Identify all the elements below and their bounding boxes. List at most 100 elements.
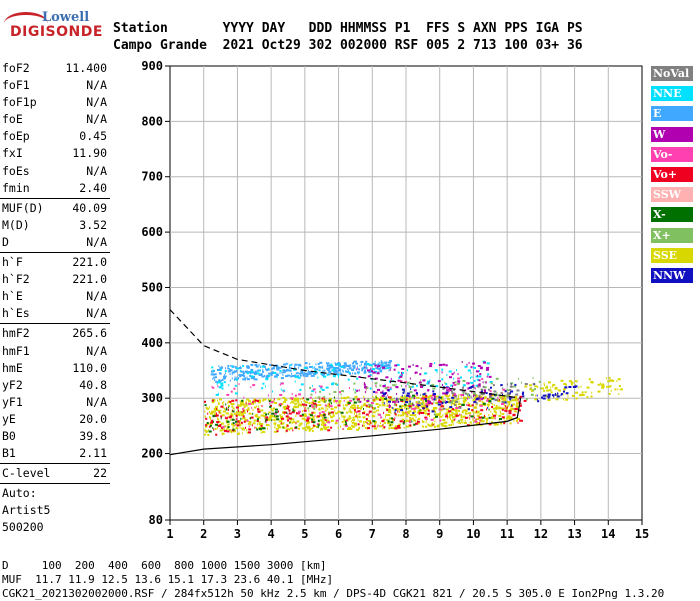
param-separator bbox=[0, 197, 110, 199]
echo-point bbox=[298, 366, 299, 369]
echo-point bbox=[366, 421, 368, 424]
echo-point bbox=[461, 411, 464, 413]
echo-point bbox=[224, 407, 225, 410]
echo-point bbox=[460, 418, 464, 421]
echo-point bbox=[250, 402, 254, 405]
echo-point bbox=[434, 413, 436, 416]
echo-point bbox=[492, 413, 493, 415]
echo-point bbox=[461, 361, 463, 363]
echo-point bbox=[389, 398, 391, 401]
echo-point bbox=[411, 385, 414, 388]
echo-point bbox=[445, 415, 448, 418]
echo-point bbox=[388, 396, 390, 399]
echo-point bbox=[601, 383, 605, 386]
echo-point bbox=[315, 368, 319, 371]
echo-point bbox=[389, 424, 391, 427]
echo-point bbox=[437, 401, 440, 403]
echo-point bbox=[247, 422, 251, 425]
echo-point bbox=[239, 426, 241, 429]
echo-point bbox=[530, 393, 534, 396]
echo-point bbox=[439, 412, 442, 415]
echo-point bbox=[349, 372, 351, 375]
echo-point bbox=[348, 407, 350, 410]
echo-point bbox=[496, 392, 498, 395]
echo-point bbox=[276, 376, 278, 379]
echo-point bbox=[487, 406, 489, 409]
echo-point bbox=[375, 364, 379, 367]
echo-point bbox=[314, 373, 317, 376]
echo-point bbox=[429, 415, 430, 418]
echo-point bbox=[340, 411, 344, 414]
echo-point bbox=[475, 418, 477, 421]
echo-point bbox=[398, 400, 400, 403]
echo-point bbox=[450, 418, 451, 420]
echo-point bbox=[311, 402, 314, 405]
echo-point bbox=[459, 413, 461, 416]
echo-point bbox=[445, 386, 449, 389]
echo-point bbox=[325, 400, 327, 402]
echo-point bbox=[299, 388, 302, 391]
echo-point bbox=[523, 399, 527, 402]
echo-point bbox=[456, 382, 460, 385]
echo-point bbox=[386, 419, 389, 422]
echo-point bbox=[361, 405, 363, 408]
echo-point bbox=[460, 416, 463, 419]
echo-point bbox=[261, 427, 264, 430]
echo-point bbox=[242, 378, 245, 381]
echo-point bbox=[430, 396, 433, 399]
echo-point bbox=[365, 404, 368, 407]
echo-point bbox=[462, 390, 466, 393]
echo-point bbox=[483, 393, 485, 396]
echo-point bbox=[430, 418, 434, 421]
echo-point bbox=[248, 428, 252, 431]
echo-point bbox=[300, 424, 302, 427]
echo-point bbox=[366, 387, 369, 390]
echo-point bbox=[308, 417, 312, 420]
echo-point bbox=[490, 410, 492, 413]
echo-point bbox=[315, 396, 317, 399]
echo-point bbox=[480, 393, 484, 395]
echo-point bbox=[320, 423, 322, 426]
echo-point bbox=[334, 396, 335, 399]
x-tick-label: 8 bbox=[402, 527, 409, 541]
echo-point bbox=[220, 384, 224, 387]
echo-point bbox=[388, 361, 392, 364]
echo-point bbox=[477, 385, 480, 388]
echo-point bbox=[438, 399, 441, 402]
echo-point bbox=[216, 382, 218, 385]
param-value: N/A bbox=[86, 95, 107, 110]
echo-point bbox=[390, 427, 393, 430]
echo-point bbox=[388, 403, 390, 406]
echo-point bbox=[410, 407, 412, 410]
echo-point bbox=[497, 394, 499, 397]
echo-point bbox=[472, 392, 476, 395]
echo-point bbox=[274, 426, 276, 429]
echo-point bbox=[501, 408, 504, 411]
echo-point bbox=[537, 400, 540, 403]
echo-point bbox=[330, 407, 334, 410]
echo-point bbox=[521, 419, 523, 422]
legend-item: SSE bbox=[651, 247, 693, 263]
echo-point bbox=[355, 388, 357, 391]
echo-point bbox=[255, 426, 257, 429]
echo-point bbox=[264, 385, 266, 388]
echo-point bbox=[506, 389, 510, 392]
echo-point bbox=[288, 369, 292, 372]
echo-point bbox=[318, 385, 320, 388]
echo-point bbox=[286, 426, 288, 428]
param-row: Auto: bbox=[0, 485, 110, 502]
echo-point bbox=[296, 420, 300, 423]
echo-point bbox=[462, 397, 464, 400]
echo-point bbox=[549, 399, 551, 401]
echo-point bbox=[291, 422, 293, 425]
echo-point bbox=[401, 368, 405, 370]
echo-point bbox=[456, 421, 458, 424]
echo-point bbox=[484, 416, 486, 419]
echo-point bbox=[360, 360, 364, 363]
echo-point bbox=[227, 423, 230, 426]
echo-point bbox=[353, 361, 354, 364]
echo-point bbox=[225, 403, 227, 406]
echo-point bbox=[452, 394, 453, 397]
echo-point bbox=[227, 367, 230, 370]
echo-point bbox=[462, 386, 464, 389]
